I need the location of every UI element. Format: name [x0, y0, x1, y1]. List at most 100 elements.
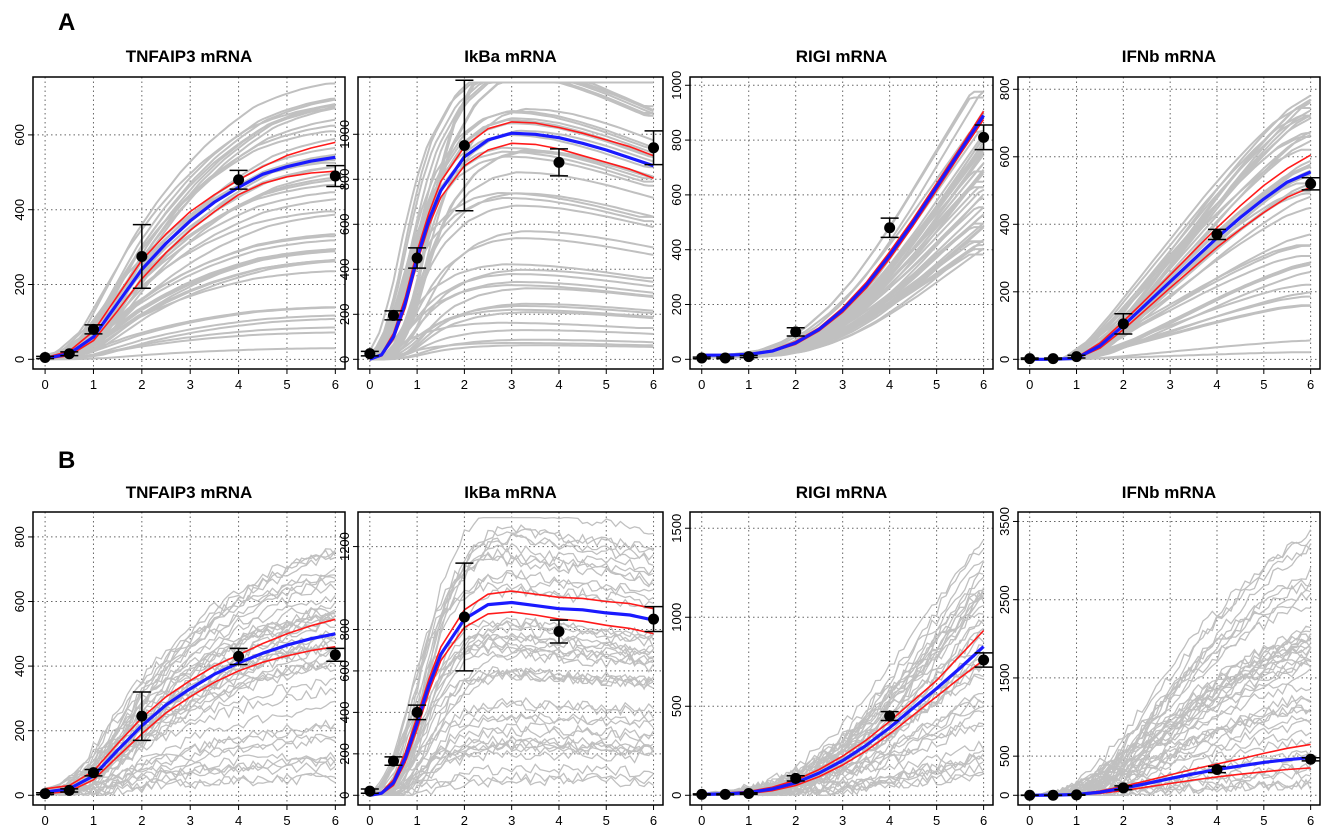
best-fit-line [369, 600, 654, 797]
x-tick-label: 4 [886, 377, 893, 392]
subplot-a-3: RIGI mRNA 0 1 2 3 4 5 6 0 200 400 600 800 1000 [669, 47, 994, 392]
ensemble-line [369, 237, 654, 361]
subplot-title: RIGI mRNA [796, 47, 888, 66]
data-point [719, 352, 731, 364]
ensemble-line [369, 571, 654, 795]
x-tick-label: 2 [1120, 377, 1127, 392]
x-tick-label: 4 [235, 377, 242, 392]
data-point [1117, 782, 1129, 794]
x-tick-label: 3 [1167, 377, 1174, 392]
ensemble-line [44, 549, 336, 792]
x-tick-label: 5 [1260, 377, 1267, 392]
data-point [648, 142, 660, 154]
y-tick-labels: 0 200 400 600 800 1000 [337, 120, 358, 363]
x-tick-label: 6 [1307, 813, 1314, 828]
ensemble-line [369, 329, 654, 361]
data-point [364, 348, 376, 360]
y-tick-label: 600 [12, 591, 27, 613]
y-tick-label: 600 [337, 213, 352, 235]
ensemble-line [45, 772, 336, 796]
y-tick-label: 800 [337, 168, 352, 190]
panel-label-a: A [58, 9, 75, 36]
data-point [743, 787, 755, 799]
ensemble-line [369, 344, 654, 361]
x-tick-labels: 0 1 2 3 4 5 6 [698, 369, 987, 392]
panel-label-b: B [58, 447, 75, 474]
x-tick-label: 2 [792, 813, 799, 828]
data-point [696, 352, 708, 364]
y-tick-label: 200 [337, 743, 352, 765]
data-point [329, 649, 341, 661]
x-tick-label: 6 [332, 813, 339, 828]
data-point [63, 348, 75, 360]
x-tick-label: 2 [138, 813, 145, 828]
data-point [458, 140, 470, 152]
x-tick-label: 0 [1026, 377, 1033, 392]
y-tick-label: 0 [12, 792, 27, 799]
y-tick-label: 800 [997, 78, 1012, 100]
data-point [1071, 789, 1083, 801]
observations [36, 164, 345, 363]
data-point [458, 611, 470, 623]
data-point [553, 156, 565, 168]
ensemble-line [45, 722, 336, 795]
x-tick-label: 2 [138, 377, 145, 392]
plot-frame [32, 76, 346, 370]
y-tick-label: 0 [669, 356, 684, 363]
x-tick-label: 5 [603, 377, 610, 392]
x-tick-label: 3 [839, 813, 846, 828]
y-tick-label: 2500 [997, 585, 1012, 614]
data-point [364, 785, 376, 797]
ensemble-line [369, 81, 654, 356]
data-point [978, 131, 990, 143]
observations [1020, 753, 1320, 801]
x-tick-label: 6 [1307, 377, 1314, 392]
plot-frame [1017, 511, 1321, 806]
data-point [1211, 228, 1223, 240]
ensemble-line [369, 763, 654, 797]
x-tick-label: 5 [933, 377, 940, 392]
observations [36, 647, 345, 800]
ensemble-line [369, 150, 654, 361]
x-tick-label: 6 [980, 377, 987, 392]
subplot-b-2: IkBa mRNA 0 1 2 3 4 5 6 0 200 400 600 800 1200 [337, 483, 664, 828]
data-point [233, 174, 245, 186]
x-tick-labels: 0 1 2 3 4 5 6 [366, 369, 657, 392]
subplot-title: TNFAIP3 mRNA [126, 483, 253, 502]
subplot-title: RIGI mRNA [796, 483, 888, 502]
data-point [790, 326, 802, 338]
plot-area [701, 539, 985, 797]
subplot-title: IkBa mRNA [464, 47, 557, 66]
y-tick-label: 1000 [669, 71, 684, 100]
ensemble-line [701, 674, 984, 797]
y-tick-label: 0 [12, 356, 27, 363]
x-tick-label: 3 [508, 377, 515, 392]
y-tick-label: 200 [337, 303, 352, 325]
ensemble-line [369, 280, 654, 361]
data-point [884, 710, 896, 722]
ci-lower-line [44, 170, 336, 360]
data-point [1211, 763, 1223, 775]
x-tick-label: 0 [366, 813, 373, 828]
data-point [1117, 318, 1129, 330]
plot-area [1029, 529, 1312, 797]
data-point [553, 626, 565, 638]
observations [360, 79, 663, 360]
x-tick-label: 3 [1167, 813, 1174, 828]
x-tick-labels: 0 1 2 3 4 5 6 [1026, 805, 1314, 828]
data-point [411, 252, 423, 264]
ensemble-line [369, 670, 654, 796]
plot-area [368, 81, 655, 361]
y-tick-label: 1000 [669, 603, 684, 632]
ensemble-line [45, 137, 336, 360]
y-tick-labels: 0 200 400 600 800 1000 [669, 71, 690, 363]
subplot-a-4: IFNb mRNA 0 1 2 3 4 5 6 0 200 400 600 800 [997, 47, 1321, 392]
y-tick-label: 800 [669, 129, 684, 151]
subplot-b-1: TNFAIP3 mRNA 0 1 2 3 4 5 6 0 200 400 600 800 [12, 483, 346, 828]
data-point [719, 788, 731, 800]
x-tick-label: 1 [745, 377, 752, 392]
y-tick-label: 0 [997, 792, 1012, 799]
y-tick-label: 400 [337, 702, 352, 724]
x-tick-label: 0 [698, 813, 705, 828]
x-tick-label: 5 [603, 813, 610, 828]
